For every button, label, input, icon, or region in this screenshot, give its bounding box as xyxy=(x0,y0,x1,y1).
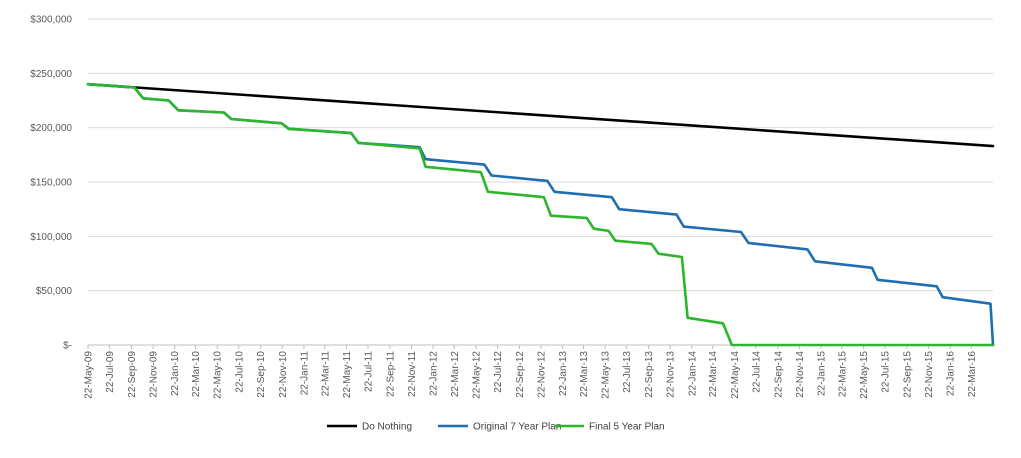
x-tick-label: 22-Sep-09 xyxy=(127,351,138,398)
legend-label: Do Nothing xyxy=(362,422,412,433)
x-tick-label: 22-May-09 xyxy=(84,351,95,399)
y-tick-label: $250,000 xyxy=(30,69,72,80)
y-axis: $- $50,000 $100,000 $150,000 $200,000 $250,00… xyxy=(30,15,72,352)
y-tick-label: $200,000 xyxy=(30,123,72,134)
legend: Do Nothing Original 7 Year Plan Final 5 Ye… xyxy=(327,422,665,433)
y-tick-label: $- xyxy=(63,341,72,352)
x-tick-label: 22-Jan-10 xyxy=(170,351,181,396)
x-tick-label: 22-Nov-11 xyxy=(407,351,418,397)
x-tick-label: 22-May-10 xyxy=(213,351,224,399)
y-tick-label: $300,000 xyxy=(30,15,72,26)
x-tick-label: 22-Jul-12 xyxy=(493,351,504,393)
x-tick-label: 22-May-12 xyxy=(471,351,482,399)
x-tick-label: 22-Jul-15 xyxy=(881,351,892,393)
x-tick-label: 22-Mar-15 xyxy=(837,351,848,398)
x-tick-label: 22-Jan-15 xyxy=(816,351,827,396)
x-tick-label: 22-May-11 xyxy=(342,351,353,398)
x-tick-label: 22-Nov-09 xyxy=(149,351,160,398)
x-tick-label: 22-Nov-10 xyxy=(278,351,289,398)
x-tick-label: 22-May-14 xyxy=(730,351,741,399)
legend-label: Final 5 Year Plan xyxy=(589,422,665,433)
x-axis: 22-May-09 22-Jul-09 22-Sep-09 22-Nov-09 22-J… xyxy=(84,345,978,399)
x-tick-label: 22-Jul-10 xyxy=(234,351,245,393)
x-tick-label: 22-Jan-13 xyxy=(558,351,569,396)
x-tick-label: 22-Jul-09 xyxy=(105,351,116,393)
x-tick-label: 22-Mar-10 xyxy=(191,351,202,398)
gridlines xyxy=(88,18,993,346)
x-tick-label: 22-May-13 xyxy=(601,351,612,399)
y-tick-label: $100,000 xyxy=(30,232,72,243)
x-tick-label: 22-Jan-16 xyxy=(946,351,957,396)
x-tick-label: 22-Sep-12 xyxy=(515,351,526,398)
y-tick-label: $50,000 xyxy=(36,286,73,297)
x-tick-label: 22-Jul-11 xyxy=(363,351,374,392)
x-tick-label: 22-Jul-13 xyxy=(622,351,633,393)
x-tick-label: 22-Mar-13 xyxy=(579,351,590,398)
x-tick-label: 22-Jan-12 xyxy=(429,351,440,396)
series-line-final-5-year-plan xyxy=(86,82,995,347)
x-tick-label: 22-Nov-15 xyxy=(924,351,935,398)
x-tick-label: 22-Mar-11 xyxy=(320,351,331,397)
x-tick-label: 22-Sep-11 xyxy=(385,351,396,397)
x-tick-label: 22-Mar-14 xyxy=(708,351,719,398)
series-line-do-nothing xyxy=(86,82,995,148)
x-tick-label: 22-Mar-16 xyxy=(967,351,978,398)
x-tick-label: 22-Sep-15 xyxy=(902,351,913,398)
x-tick-label: 22-Sep-13 xyxy=(644,351,655,398)
x-tick-label: 22-Nov-12 xyxy=(537,351,548,398)
x-tick-label: 22-Jan-11 xyxy=(299,351,310,396)
x-tick-label: 22-Sep-10 xyxy=(256,351,267,398)
y-tick-label: $150,000 xyxy=(30,178,72,189)
series-line-original-7-year-plan xyxy=(86,82,995,347)
x-tick-label: 22-Nov-14 xyxy=(795,351,806,398)
x-tick-label: 22-Sep-14 xyxy=(773,351,784,398)
legend-label: Original 7 Year Plan xyxy=(473,422,561,433)
x-tick-label: 22-Jul-14 xyxy=(751,351,762,393)
x-tick-label: 22-Mar-12 xyxy=(450,351,461,398)
x-tick-label: 22-May-15 xyxy=(859,351,870,399)
x-tick-label: 22-Nov-13 xyxy=(666,351,677,398)
x-tick-label: 22-Jan-14 xyxy=(687,351,698,396)
series-lines xyxy=(86,82,995,347)
